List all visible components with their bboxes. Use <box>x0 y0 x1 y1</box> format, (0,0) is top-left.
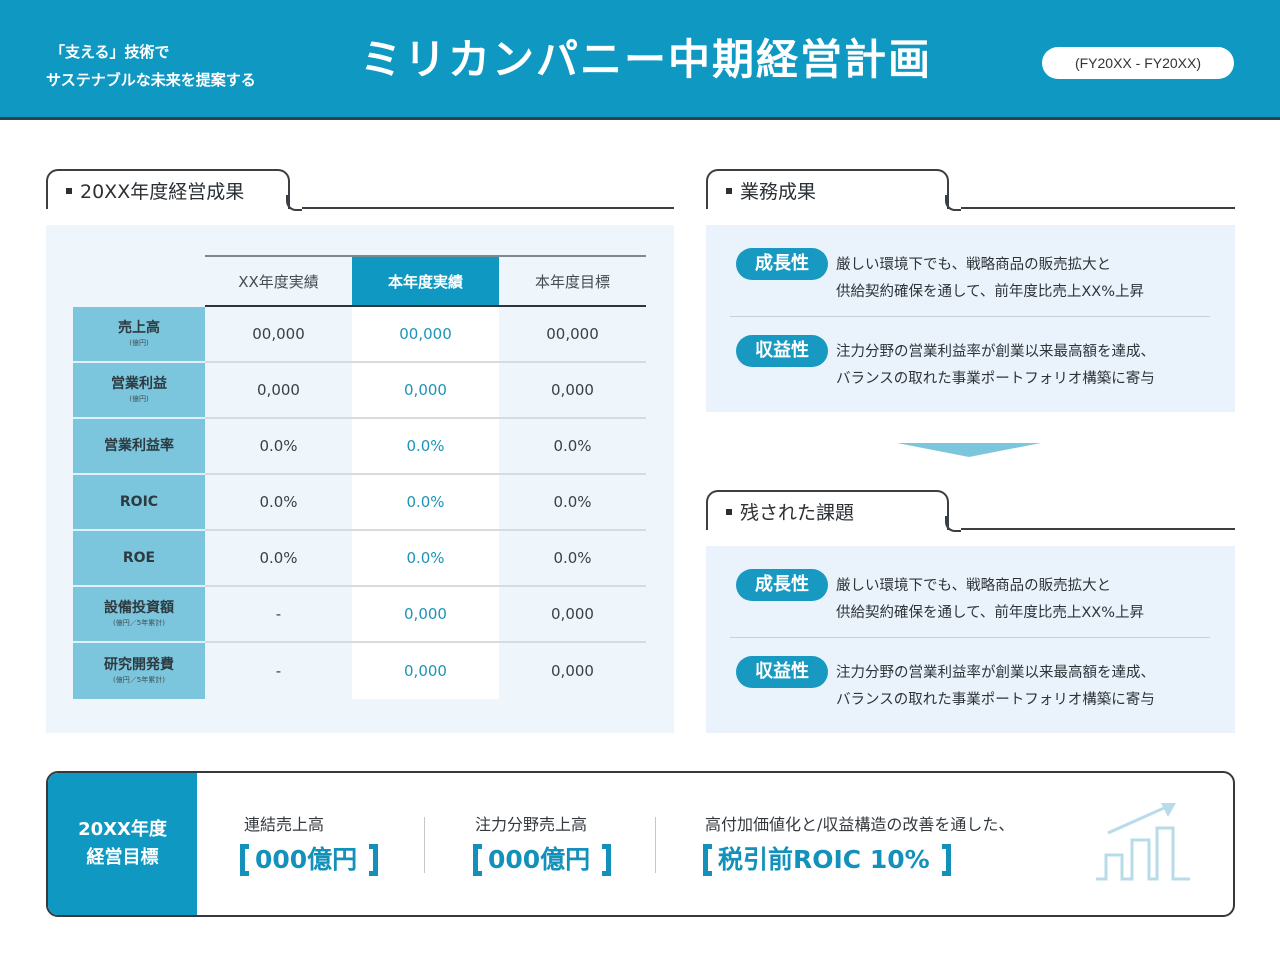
results-section-title: 20XX年度経営成果 <box>80 181 245 203</box>
issues-section-header: 残された課題 <box>706 490 1235 532</box>
business-section-header: 業務成果 <box>706 169 1235 211</box>
bracket-open-icon <box>703 844 712 876</box>
table-cell: 00,000 <box>499 307 646 363</box>
bracket-close-icon <box>369 844 379 876</box>
row-header: 営業利益 (億円) <box>73 363 205 419</box>
table-header-row: XX年度実績 本年度実績 本年度目標 <box>205 255 646 307</box>
table-cell: 0.0% <box>499 531 646 587</box>
row-header: 営業利益率 <box>73 419 205 475</box>
item-text-line2: バランスの取れた事業ポートフォリオ構築に寄与 <box>836 692 1155 708</box>
table-cell: 00,000 <box>205 307 352 363</box>
down-arrow-icon <box>897 443 1041 457</box>
item-text-line2: 供給契約確保を通して、前年度比売上XX%上昇 <box>836 605 1144 621</box>
item-text-line2: バランスの取れた事業ポートフォリオ構築に寄与 <box>836 371 1155 387</box>
table-row: 売上高 (億円) 00,000 00,000 00,000 <box>73 307 646 363</box>
results-section-header: 20XX年度経営成果 <box>46 169 674 211</box>
table-row: 営業利益率 0.0% 0.0% 0.0% <box>73 419 646 475</box>
table-cell-highlight: 0,000 <box>352 643 499 699</box>
item-text-line1: 注力分野の営業利益率が創業以来最高額を達成、 <box>836 665 1155 681</box>
growth-chart-icon <box>1096 803 1190 881</box>
page-header: 「支える」技術で サステナブルな未来を提案する ミリカンパニー中期経営計画 (F… <box>0 0 1280 120</box>
table-cell-highlight: 0.0% <box>352 531 499 587</box>
business-panel: 成長性 厳しい環境下でも、戦略商品の販売拡大と 供給契約確保を通して、前年度比売… <box>706 225 1235 412</box>
growth-badge: 成長性 <box>736 248 828 280</box>
metric-value: 税引前ROIC 10% <box>718 845 930 874</box>
metric-consolidated-sales: 連結売上高 000億円 <box>240 813 379 877</box>
table-cell: - <box>275 662 282 680</box>
table-cell-highlight: 00,000 <box>352 307 499 363</box>
table-row: ROIC 0.0% 0.0% 0.0% <box>73 475 646 531</box>
tagline-line1: 「支える」技術で <box>50 43 170 61</box>
item-text-line1: 厳しい環境下でも、戦略商品の販売拡大と <box>836 257 1112 273</box>
table-cell: 0.0% <box>205 475 352 531</box>
period-badge: (FY20XX - FY20XX) <box>1042 47 1234 79</box>
table-row: 設備投資額 (億円／5年累計) - 0,000 0,000 <box>73 587 646 643</box>
table-cell: 0.0% <box>499 419 646 475</box>
table-cell-highlight: 0,000 <box>352 363 499 419</box>
row-header: 設備投資額 (億円／5年累計) <box>73 587 205 643</box>
metric-value: 000億円 <box>255 845 358 874</box>
metric-roic: 高付加価値化と/収益構造の改善を通した、 税引前ROIC 10% <box>703 813 1014 877</box>
bracket-open-icon <box>473 844 482 876</box>
business-section-title: 業務成果 <box>740 181 817 203</box>
separator <box>655 817 656 873</box>
issues-section-title: 残された課題 <box>740 502 855 524</box>
bullet-icon <box>66 187 72 194</box>
table-cell-highlight: 0.0% <box>352 419 499 475</box>
row-header: 売上高 (億円) <box>73 307 205 363</box>
bracket-close-icon <box>941 844 951 876</box>
metric-value: 000億円 <box>488 845 591 874</box>
divider <box>730 316 1210 317</box>
table-row: ROE 0.0% 0.0% 0.0% <box>73 531 646 587</box>
bullet-icon <box>726 187 732 194</box>
item-text-line2: 供給契約確保を通して、前年度比売上XX%上昇 <box>836 284 1144 300</box>
column-header-highlight: 本年度実績 <box>352 257 499 305</box>
metric-focus-sales: 注力分野売上高 000億円 <box>473 813 612 877</box>
table-cell: 0,000 <box>499 363 646 419</box>
table-cell-highlight: 0.0% <box>352 475 499 531</box>
table-cell: 0,000 <box>499 587 646 643</box>
profitability-badge: 収益性 <box>736 335 828 367</box>
row-header: ROE <box>73 531 205 587</box>
table-cell: 0.0% <box>205 419 352 475</box>
column-header: XX年度実績 <box>238 272 319 291</box>
tagline: 「支える」技術で サステナブルな未来を提案する <box>46 38 256 94</box>
table-cell: 0,000 <box>205 363 352 419</box>
table-cell: - <box>205 587 352 643</box>
bracket-open-icon <box>240 844 249 876</box>
separator <box>424 817 425 873</box>
item-text-line1: 注力分野の営業利益率が創業以来最高額を達成、 <box>836 344 1155 360</box>
table-row: 研究開発費 (億円／5年累計) - 0,000 0,000 <box>73 643 646 699</box>
row-header: ROIC <box>73 475 205 531</box>
item-text-line1: 厳しい環境下でも、戦略商品の販売拡大と <box>836 578 1112 594</box>
page-title: ミリカンパニー中期経営計画 <box>360 35 933 84</box>
growth-badge: 成長性 <box>736 569 828 601</box>
table-cell: 0.0% <box>205 531 352 587</box>
table-cell: 0.0% <box>499 475 646 531</box>
profitability-badge: 収益性 <box>736 656 828 688</box>
table-row: 営業利益 (億円) 0,000 0,000 0,000 <box>73 363 646 419</box>
column-header: 本年度目標 <box>534 272 610 291</box>
goals-label: 20XX年度 経営目標 <box>48 773 197 915</box>
results-panel: XX年度実績 本年度実績 本年度目標 売上高 (億円) 00,000 00,00… <box>46 225 674 733</box>
table-cell: 0,000 <box>551 662 594 680</box>
bracket-close-icon <box>602 844 612 876</box>
divider <box>730 637 1210 638</box>
issues-panel: 成長性 厳しい環境下でも、戦略商品の販売拡大と 供給契約確保を通して、前年度比売… <box>706 546 1235 733</box>
tagline-line2: サステナブルな未来を提案する <box>46 71 256 89</box>
bullet-icon <box>726 508 732 515</box>
row-header: 研究開発費 (億円／5年累計) <box>73 643 205 699</box>
goals-box: 20XX年度 経営目標 連結売上高 000億円 注力分野売上高 000億円 高付… <box>46 771 1235 917</box>
table-cell-highlight: 0,000 <box>352 587 499 643</box>
